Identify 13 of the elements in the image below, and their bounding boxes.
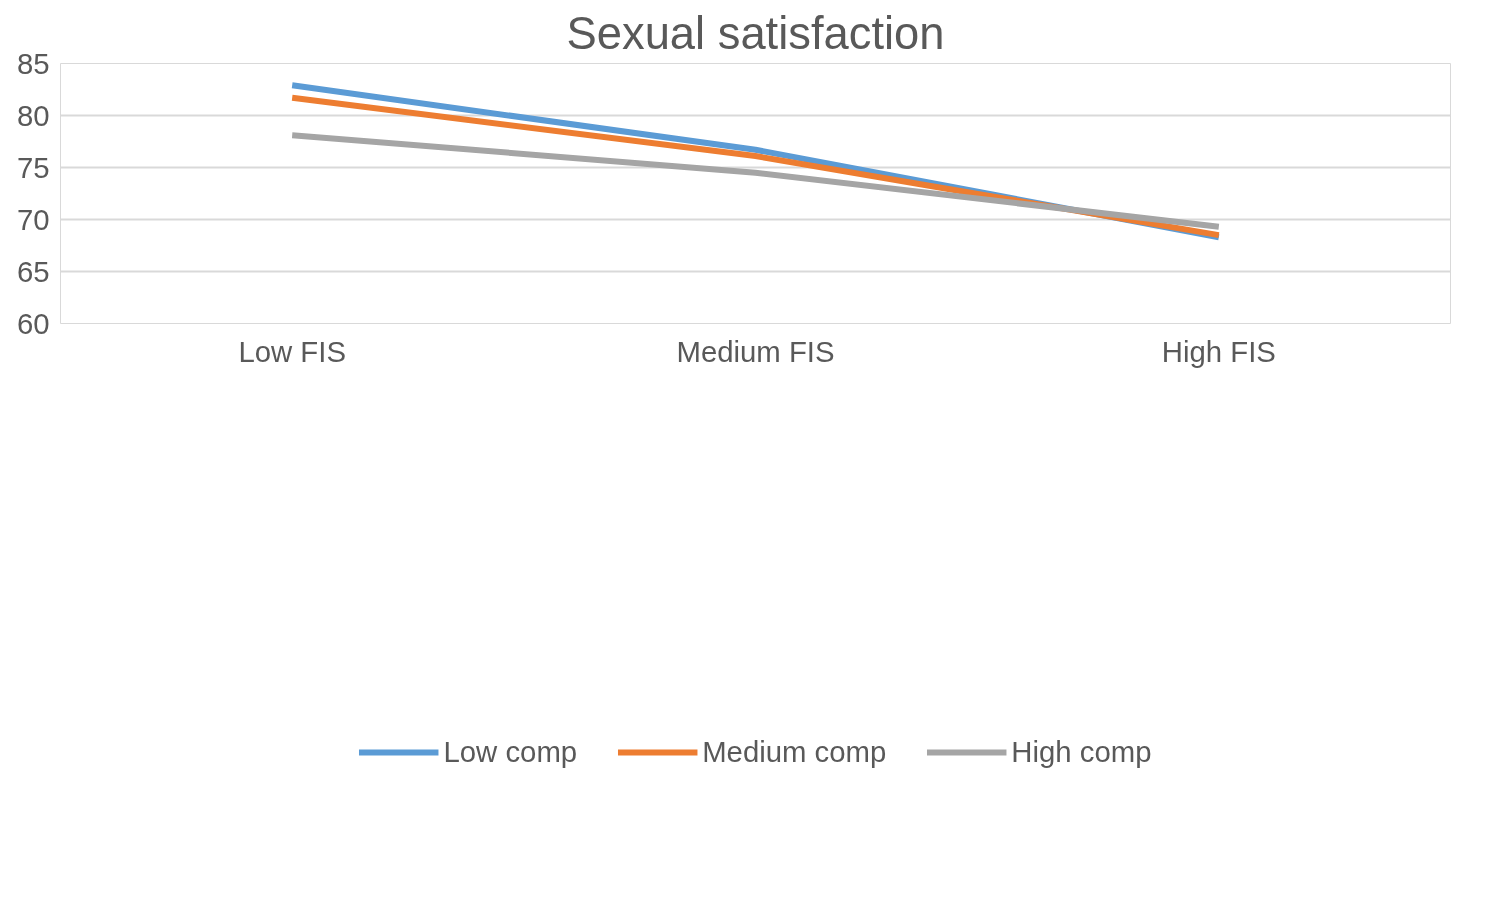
x-tick-label: Low FIS — [238, 334, 346, 368]
legend-label: High comp — [1011, 734, 1152, 769]
x-tick-label: High FIS — [1161, 334, 1276, 368]
y-tick-label: 60 — [16, 306, 50, 340]
y-tick-label: 65 — [16, 254, 50, 288]
legend-label: Low comp — [443, 734, 578, 769]
y-tick-label: 80 — [16, 98, 50, 132]
chart-title: Sexual satisfaction — [566, 7, 945, 59]
legend-label: Medium comp — [702, 734, 887, 769]
y-tick-label: 70 — [16, 202, 50, 236]
x-tick-label: Medium FIS — [676, 334, 835, 368]
y-tick-label: 85 — [16, 46, 50, 80]
y-tick-label: 75 — [16, 150, 50, 184]
